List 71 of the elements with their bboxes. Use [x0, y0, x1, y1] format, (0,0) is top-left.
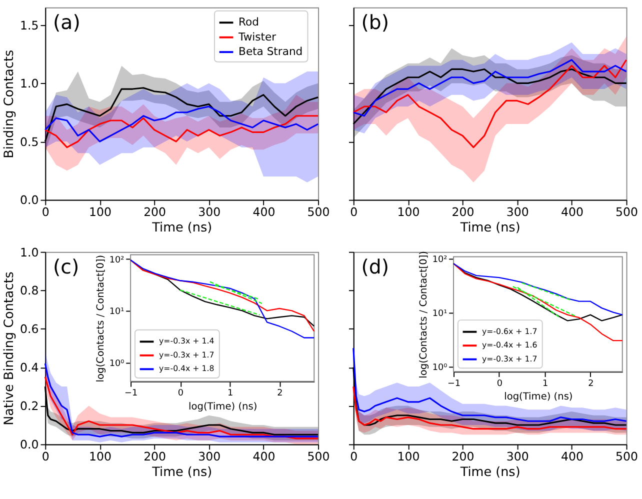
- x-axis-title: log(Time) (ns): [504, 392, 573, 403]
- y-tick-label: 1.0: [20, 245, 39, 260]
- y-axis-title: Binding Contacts: [2, 50, 18, 158]
- x-tick-label: 100: [397, 449, 420, 464]
- x-tick-label: 400: [560, 449, 584, 464]
- x-tick-label: 0: [350, 205, 358, 220]
- x-tick-label: −1: [124, 388, 138, 399]
- y-tick-label: 10⁰: [109, 358, 125, 369]
- legend-label: y=-0.3x + 1.7: [482, 354, 538, 364]
- x-tick-label: 2: [277, 388, 283, 399]
- x-axis-title: Time (ns): [151, 465, 212, 480]
- legend-label: y=-0.6x + 1.7: [482, 326, 538, 336]
- x-tick-label: 500: [307, 449, 330, 464]
- x-tick-label: 0: [350, 449, 358, 464]
- y-axis-title: log(Contacts / Contact[0]): [418, 250, 430, 378]
- y-tick-label: 1.5: [20, 18, 39, 32]
- legend-label: y=-0.3x + 1.7: [159, 350, 214, 360]
- x-tick-label: 100: [88, 205, 112, 220]
- x-tick-label: 200: [452, 205, 474, 220]
- x-tick-label: 0: [42, 449, 50, 464]
- annotation: (a): [53, 11, 80, 34]
- x-tick-label: 500: [616, 449, 638, 464]
- y-tick-label: 10²: [432, 254, 448, 265]
- annotation: (c): [53, 255, 80, 278]
- x-tick-label: 300: [198, 205, 221, 220]
- y-tick-label: 0.2: [20, 399, 39, 414]
- x-tick-label: 400: [252, 449, 276, 464]
- x-axis-title: Time (ns): [459, 220, 520, 236]
- y-tick-label: 10⁰: [432, 362, 448, 373]
- y-tick-label: 0.4: [20, 360, 39, 375]
- annotation: (b): [361, 11, 390, 34]
- y-tick-label: 0.0: [20, 193, 39, 208]
- y-tick-label: 1.0: [20, 76, 39, 91]
- x-tick-label: 400: [560, 205, 584, 220]
- annotation: (d): [361, 255, 390, 278]
- x-tick-label: 300: [506, 449, 529, 464]
- y-tick-label: 0.0: [20, 438, 39, 452]
- y-tick-label: 10²: [109, 255, 124, 266]
- x-tick-label: 0: [42, 205, 50, 220]
- y-tick-label: 0.5: [20, 134, 39, 149]
- x-tick-label: 0: [496, 378, 503, 389]
- legend-label: y=-0.3x + 1.4: [159, 336, 214, 346]
- x-tick-label: 1: [227, 388, 234, 399]
- x-tick-label: 400: [252, 205, 276, 220]
- legend-label: Beta Strand: [238, 45, 303, 58]
- legend-label: y=-0.4x + 1.8: [159, 364, 214, 374]
- legend-label: Rod: [238, 16, 259, 29]
- y-axis-title: log(Contacts / Contact[0]): [96, 254, 107, 382]
- x-axis-title: log(Time) (ns): [188, 401, 258, 412]
- x-tick-label: 2: [588, 378, 594, 389]
- x-tick-label: 500: [307, 205, 330, 220]
- y-tick-label: 0.8: [20, 284, 39, 298]
- x-axis-title: Time (ns): [151, 220, 212, 236]
- x-tick-label: 300: [198, 449, 221, 464]
- x-tick-label: 100: [397, 205, 420, 220]
- x-tick-label: 200: [144, 449, 166, 464]
- legend-label: y=-0.4x + 1.6: [482, 340, 538, 350]
- y-axis-title: Native Binding Contacts: [2, 271, 18, 426]
- x-tick-label: 200: [452, 449, 474, 464]
- x-tick-label: 100: [88, 449, 112, 464]
- y-tick-label: 10¹: [432, 308, 448, 319]
- x-tick-label: 200: [144, 205, 166, 220]
- x-tick-label: 0: [178, 388, 184, 399]
- x-tick-label: 300: [506, 205, 529, 220]
- x-tick-label: 500: [616, 205, 638, 220]
- x-axis-title: Time (ns): [459, 465, 520, 480]
- legend-label: Twister: [238, 30, 277, 44]
- y-tick-label: 0.6: [20, 322, 39, 336]
- x-tick-label: 1: [542, 378, 548, 389]
- x-tick-label: −1: [448, 378, 461, 389]
- y-tick-label: 10¹: [109, 307, 125, 318]
